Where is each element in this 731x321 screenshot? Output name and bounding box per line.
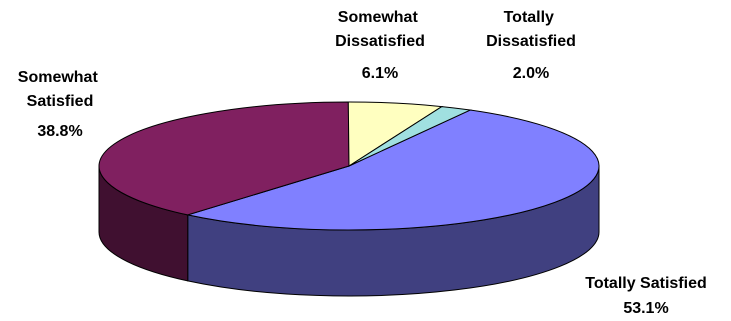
label-somewhat-satisfied: Somewhat Satisfied — [18, 69, 102, 110]
label-totally-dissatisfied: Totally Dissatisfied — [486, 9, 576, 50]
slice-totally-satisfied — [185, 109, 600, 231]
value-totally-dissatisfied: 2.0% — [513, 65, 549, 82]
label-somewhat-dissatisfied: Somewhat Dissatisfied — [335, 9, 425, 50]
pie-top-layer — [98, 101, 600, 231]
value-somewhat-satisfied: 38.8% — [37, 123, 82, 140]
slice-totally-dissatisfied — [348, 106, 472, 167]
value-totally-satisfied: 53.1% — [623, 300, 668, 317]
value-somewhat-dissatisfied: 6.1% — [362, 65, 398, 82]
slice-somewhat-satisfied — [98, 101, 350, 216]
label-totally-satisfied: Totally Satisfied — [585, 275, 707, 292]
